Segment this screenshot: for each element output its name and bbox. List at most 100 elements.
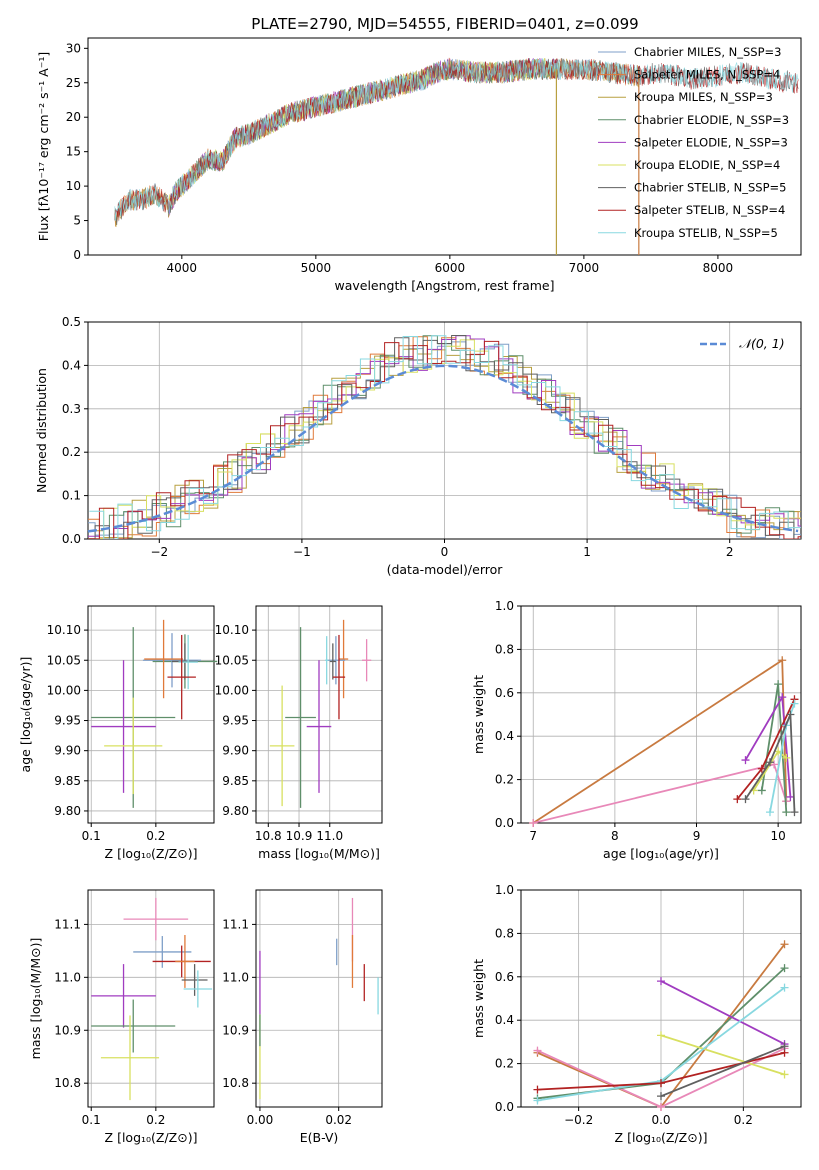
x-tick-label: 0.2 (734, 1113, 753, 1127)
x-tick-label: 6000 (435, 261, 466, 275)
y-tick-label: 10 (66, 179, 81, 193)
y-tick-label: 0.2 (495, 1057, 514, 1071)
weight-point-marker (778, 656, 787, 665)
y-axis-label: age [log₁₀(age/yr)] (18, 657, 33, 773)
weight-point-marker (780, 940, 789, 949)
error-bar-point (142, 633, 202, 688)
spectrum-lines (114, 57, 799, 255)
legend: Chabrier MILES, N_SSP=3 Salpeter MILES, N… (598, 45, 789, 240)
legend-label: Chabrier ELODIE, N_SSP=3 (634, 113, 789, 127)
y-tick-label: 25 (66, 76, 81, 90)
y-tick-label: 1.0 (495, 883, 514, 897)
spectrum-series-line (114, 58, 799, 218)
legend-label: Kroupa ELODIE, N_SSP=4 (634, 158, 780, 172)
weight-point-marker (774, 680, 783, 689)
legend-label: Kroupa MILES, N_SSP=3 (634, 90, 773, 104)
x-axis-label: (data-model)/error (387, 562, 504, 577)
legend-label: Chabrier STELIB, N_SSP=5 (634, 181, 786, 195)
y-tick-label: 9.80 (222, 804, 249, 818)
y-tick-label: 9.90 (222, 744, 249, 758)
histogram-series-step (88, 340, 801, 539)
weight-series-line (660, 980, 785, 1045)
weight-point-marker (529, 819, 538, 827)
error-bar-point (91, 999, 176, 1053)
y-tick-label: 0.0 (495, 816, 514, 830)
error-bar-point (332, 634, 346, 720)
x-tick-label: −1 (293, 545, 311, 559)
legend-label: Chabrier MILES, N_SSP=3 (634, 45, 781, 59)
y-tick-label: 9.85 (222, 774, 249, 788)
y-tick-label: 9.80 (54, 804, 81, 818)
y-tick-label: 0.0 (62, 532, 81, 546)
y-tick-label: 0.8 (495, 926, 514, 940)
error-bar-point (285, 627, 316, 808)
weight-point-marker (780, 983, 789, 992)
legend-label: Salpeter ELODIE, N_SSP=3 (634, 135, 788, 149)
y-tick-label: 5 (73, 214, 81, 228)
weight-point-marker (765, 808, 774, 817)
y-tick-label: 0.8 (495, 642, 514, 656)
y-tick-label: 11.0 (54, 970, 81, 984)
y-tick-label: 11.1 (54, 917, 81, 931)
y-tick-label: 10.00 (215, 683, 249, 697)
y-axis-label: Normed distribution (34, 368, 49, 493)
weight-series-line (744, 714, 796, 813)
x-tick-label: 10 (771, 829, 786, 843)
x-tick-label: 5000 (301, 261, 332, 275)
error-bar-point (325, 636, 329, 685)
legend-label: Salpeter STELIB, N_SSP=4 (634, 203, 785, 217)
y-tick-label: 0.1 (62, 489, 81, 503)
weight-series-line (660, 1034, 785, 1076)
weight-point-marker (757, 786, 766, 795)
spectrum-series-line (114, 58, 641, 228)
x-tick-label: −0.2 (564, 1113, 593, 1127)
y-tick-label: 0 (73, 248, 81, 262)
error-bar-point (306, 660, 332, 793)
y-axis-label: mass weight (471, 675, 486, 754)
weight-point-marker (780, 1070, 789, 1079)
age-vs-metallicity-panel: 0.1 0.2 9.80 9.85 9.90 9.95 10.00 10.05 10.10 Z [… (18, 605, 218, 861)
x-axis-label: E(B-V) (300, 1130, 339, 1145)
weight-vs-metallicity-panel: −0.2 0.0 0.2 0.0 0.2 0.4 0.6 0.8 1.0 Z [log₁₀(Z/Z… (471, 883, 802, 1145)
y-tick-label: 0.2 (495, 773, 514, 787)
x-axis-label: Z [log₁₀(Z/Z⊙)] (105, 846, 198, 861)
x-tick-label: 0.2 (146, 1113, 165, 1127)
x-tick-label: 0.2 (146, 829, 165, 843)
histograms (88, 335, 801, 539)
y-tick-label: 0.2 (62, 445, 81, 459)
figure-title: PLATE=2790, MJD=54555, FIBERID=0401, z=0… (251, 15, 638, 33)
y-tick-label: 0.0 (495, 1100, 514, 1114)
y-tick-label: 0.4 (495, 1013, 514, 1027)
x-tick-label: 2 (726, 545, 734, 559)
y-tick-label: 10.00 (47, 683, 81, 697)
x-tick-label: 11.0 (316, 829, 343, 843)
weight-point-marker (790, 808, 799, 817)
y-tick-label: 0.6 (495, 970, 514, 984)
y-tick-label: 10.05 (215, 653, 249, 667)
weight-point-marker (778, 693, 787, 702)
error-bar-point (100, 1015, 160, 1101)
mass-vs-metallicity-panel: 0.1 0.2 10.8 10.9 11.0 11.1 Z [log₁₀(Z/Z⊙)] mas… (28, 889, 215, 1145)
spectrum-series-line (168, 58, 558, 215)
mass-vs-extinction-panel: 0.00 0.02 10.8 10.9 11.0 11.1 E(B-V) (222, 889, 383, 1145)
weight-point-marker (790, 699, 799, 708)
error-bar-point (144, 619, 183, 699)
error-bar-point (338, 619, 349, 699)
y-tick-label: 9.90 (54, 744, 81, 758)
x-tick-label: 0.0 (651, 1113, 670, 1127)
axes-frame (255, 889, 383, 1108)
y-axis-label: mass [log₁₀(M/M⊙)] (28, 938, 43, 1060)
error-bar-point (183, 970, 213, 1008)
y-tick-label: 30 (66, 41, 81, 55)
x-tick-label: 8 (611, 829, 619, 843)
weight-vs-age-panel: 7 8 9 10 0.0 0.2 0.4 0.6 0.8 1.0 age [log₁₀(age/yr… (471, 599, 802, 861)
weight-point-marker (741, 795, 750, 804)
y-tick-label: 0.3 (62, 402, 81, 416)
y-tick-label: 0.6 (495, 686, 514, 700)
x-tick-label: 7000 (569, 261, 600, 275)
weight-point-marker (782, 753, 791, 762)
weight-point-marker (657, 1092, 665, 1101)
error-bar-point (329, 643, 336, 680)
y-tick-label: 10.9 (54, 1023, 81, 1037)
weight-point-marker (533, 1046, 542, 1055)
